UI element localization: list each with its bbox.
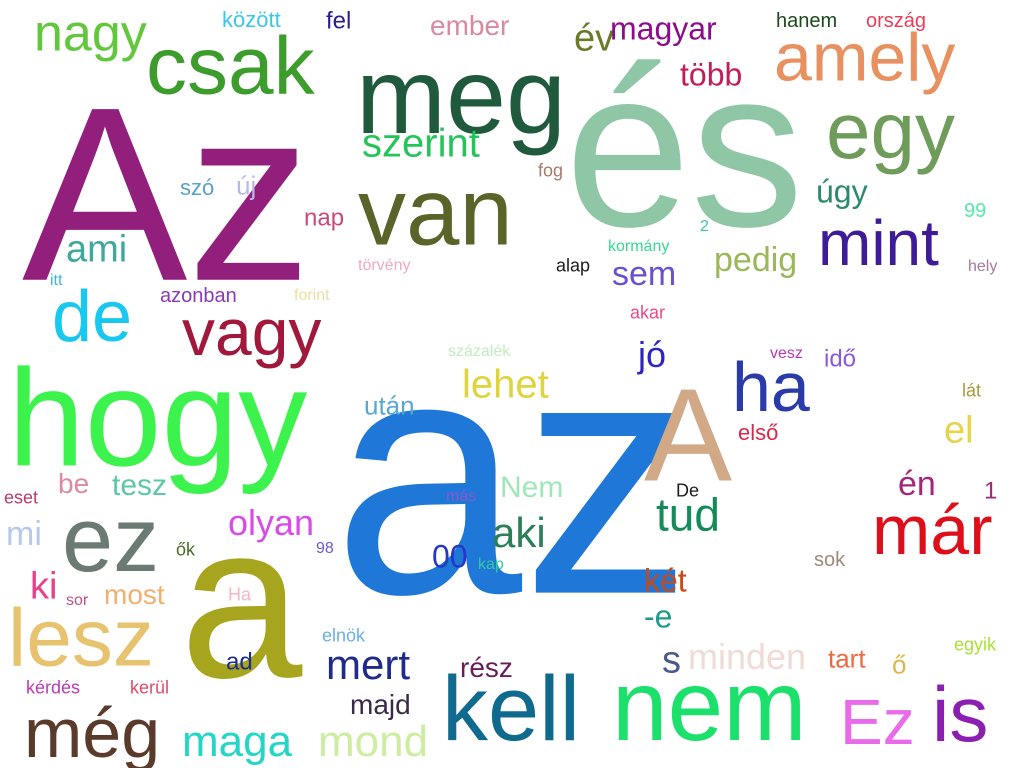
- word-elnok-75: elnök: [322, 625, 366, 646]
- word-kerul-78: kerül: [130, 677, 170, 698]
- word-akar-79: akar: [630, 302, 666, 323]
- word-sem-36: sem: [612, 254, 677, 293]
- word-de-17: de: [52, 277, 133, 358]
- word-el-41: el: [944, 409, 974, 452]
- word-sok-74: sok: [814, 548, 846, 571]
- word-en-40: én: [898, 464, 936, 503]
- word-vagy-18: vagy: [182, 295, 322, 370]
- word-ad-62: ad: [226, 648, 253, 676]
- word-2-93: 2: [700, 218, 709, 236]
- word-a-3: a: [180, 477, 303, 724]
- word-torveny-89: törvény: [358, 257, 411, 275]
- word-ki-38: ki: [30, 565, 58, 608]
- word-ugy-42: úgy: [816, 173, 868, 210]
- word-magyar-34: magyar: [610, 10, 717, 47]
- word-kormany-88: kormány: [608, 238, 670, 256]
- word-ami-32: ami: [66, 228, 128, 271]
- word-99-70: 99: [964, 199, 987, 222]
- word-szerint-29: szerint: [362, 121, 480, 166]
- word-elso-68: első: [738, 420, 779, 446]
- word-fel-65: fel: [326, 7, 352, 35]
- word-amely-16: amely: [774, 19, 956, 96]
- word-ez-11: ez: [62, 488, 160, 591]
- word-lat-85: lát: [962, 380, 982, 401]
- word-minden-46: minden: [688, 636, 807, 678]
- word-olyan-31: olyan: [228, 502, 315, 544]
- word-van-6: van: [358, 158, 513, 266]
- word-ok-82: ők: [176, 539, 196, 560]
- word-sor-81: sor: [66, 592, 89, 610]
- word-eset-72: eset: [4, 487, 39, 508]
- word-be-61: be: [58, 467, 90, 499]
- word-most-53: most: [104, 578, 165, 610]
- word-orszag-67: ország: [866, 9, 927, 32]
- word-is-14: is: [932, 669, 989, 758]
- word-szazalek-94: százalék: [448, 343, 511, 361]
- word-azonban-69: azonban: [160, 284, 237, 307]
- word-es-1: és: [565, 20, 804, 274]
- word-utan-55: után: [364, 390, 415, 421]
- word-ha-80: Ha: [228, 584, 252, 605]
- word-kap-84: kap: [478, 556, 504, 574]
- word-e-45: -e: [644, 598, 673, 635]
- word-98-83: 98: [316, 540, 334, 558]
- word-mas-95: más: [446, 488, 477, 506]
- word-pedig-37: pedig: [714, 240, 798, 279]
- word-fog-71: fog: [538, 160, 564, 181]
- word-de-96: De: [676, 480, 700, 501]
- word-csak-9: csak: [146, 20, 315, 112]
- word-00-51: 00: [432, 538, 468, 575]
- word-vesz-86: vesz: [770, 345, 803, 363]
- word-itt-92: itt: [50, 272, 63, 290]
- word-lesz-12: lesz: [8, 592, 154, 684]
- word-nap-59: nap: [304, 204, 345, 232]
- word-majd-54: majd: [350, 688, 411, 720]
- word-resz-52: rész: [460, 651, 513, 683]
- word-kell-8: kell: [442, 657, 581, 760]
- word-egyik-76: egyik: [954, 634, 997, 655]
- word-ember-49: ember: [430, 9, 510, 41]
- word-alap-87: alap: [556, 255, 591, 276]
- word-tobb-35: több: [680, 56, 743, 93]
- word-kozott-64: között: [222, 7, 281, 33]
- word-lehet-30: lehet: [462, 362, 549, 407]
- word-tud-27: tud: [656, 488, 720, 541]
- word-ev-33: év: [574, 17, 615, 60]
- word-mi-39: mi: [6, 514, 42, 553]
- word-az-0: az: [333, 285, 693, 666]
- word-a-13: A: [644, 361, 733, 509]
- word-az-2: Az: [22, 54, 312, 333]
- word-mond-25: mond: [318, 717, 429, 767]
- word-nagy-23: nagy: [34, 4, 147, 63]
- word-tart-56: tart: [828, 643, 866, 674]
- word-mert-28: mert: [326, 640, 410, 688]
- word-hanem-66: hanem: [776, 9, 838, 32]
- word-jo-43: jó: [638, 334, 667, 376]
- word-egy-10: egy: [826, 86, 955, 176]
- word-meg-15: még: [24, 693, 161, 768]
- word-nem-48: Nem: [500, 471, 564, 505]
- word-1-73: 1: [984, 477, 998, 505]
- word-ez-21: Ez: [840, 685, 915, 758]
- word-hogy-4: hogy: [8, 341, 308, 496]
- word-ido-60: idő: [824, 345, 857, 373]
- word-s-44: s: [662, 639, 681, 682]
- word-o-57: ő: [892, 649, 907, 680]
- word-forint-90: forint: [294, 287, 330, 305]
- word-mint-20: mint: [818, 206, 939, 279]
- word-uj-58: új: [236, 170, 257, 201]
- word-ha-22: ha: [732, 347, 810, 426]
- word-meg-5: meg: [356, 35, 567, 157]
- word-ket-50: két: [644, 562, 687, 599]
- word-mar-19: már: [872, 490, 993, 569]
- word-szo-63: szó: [180, 175, 215, 201]
- word-maga-24: maga: [182, 717, 293, 767]
- word-tesz-47: tesz: [112, 469, 168, 503]
- word-nem-7: nem: [612, 650, 807, 762]
- word-hely-91: hely: [968, 258, 998, 276]
- word-aki-26: aki: [492, 508, 546, 556]
- word-kerdes-77: kérdés: [26, 677, 81, 698]
